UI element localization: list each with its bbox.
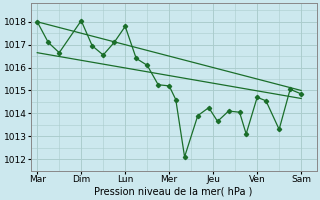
X-axis label: Pression niveau de la mer( hPa ): Pression niveau de la mer( hPa ) (94, 187, 253, 197)
